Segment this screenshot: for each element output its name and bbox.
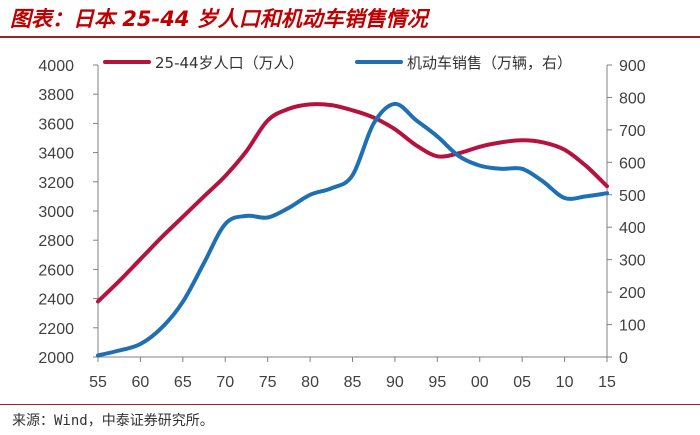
- x-tick-label: 60: [132, 374, 150, 391]
- population-series-line: [96, 102, 609, 304]
- left-tick-label: 2800: [38, 233, 74, 250]
- left-axis-ticks: 2000 2200 2400 2600 2800 3000 3200 3400 3600 3800…: [38, 58, 98, 367]
- x-tick-label: 85: [344, 374, 362, 391]
- title-divider: [0, 36, 700, 38]
- x-tick-label: 55: [89, 374, 107, 391]
- vehicle-sales-series-line: [96, 101, 609, 358]
- line-chart: 2000220024002600280030003200340036003800…: [38, 54, 646, 391]
- left-tick-label: 3600: [38, 116, 74, 133]
- left-tick-label: 3200: [38, 175, 74, 192]
- x-tick-label: 10: [556, 374, 574, 391]
- left-tick-label: 3400: [38, 146, 74, 163]
- series-lines: [96, 101, 609, 358]
- source-note: 来源：Wind，中泰证券研究所。: [12, 413, 214, 429]
- left-tick-label: 3800: [38, 87, 74, 104]
- right-tick-label: 300: [619, 253, 646, 270]
- x-tick-label: 80: [301, 374, 319, 391]
- right-tick-label: 900: [619, 58, 646, 75]
- left-tick-label: 2600: [38, 262, 74, 279]
- x-tick-label: 05: [513, 374, 531, 391]
- x-tick-label: 65: [174, 374, 192, 391]
- page-title: 图表：日本 25-44 岁人口和机动车销售情况: [10, 7, 428, 31]
- footer-divider: [0, 404, 700, 405]
- left-tick-label: 3000: [38, 204, 74, 221]
- left-tick-label: 2200: [38, 321, 74, 338]
- x-tick-label: 95: [428, 374, 446, 391]
- right-tick-label: 100: [619, 318, 646, 335]
- right-tick-label: 400: [619, 220, 646, 237]
- right-axis-ticks: 0 100 200 300 400 500 600 700 800 900: [607, 58, 646, 367]
- legend-label: 25-44岁人口（万人）: [155, 54, 304, 72]
- left-tick-label: 2400: [38, 292, 74, 309]
- x-tick-label: 00: [471, 374, 489, 391]
- left-tick-label: 2000: [38, 350, 74, 367]
- x-tick-label: 15: [598, 374, 616, 391]
- right-tick-label: 700: [619, 123, 646, 140]
- legend-label: 机动车销售（万辆，右）: [407, 54, 572, 72]
- x-tick-label: 90: [386, 374, 404, 391]
- x-tick-label: 70: [216, 374, 234, 391]
- x-tick-label: 75: [259, 374, 277, 391]
- right-tick-label: 800: [619, 90, 646, 107]
- right-tick-label: 200: [619, 285, 646, 302]
- x-axis-ticks: 55 60 65 70 75 80 85 90 95 00 05 10 15: [89, 357, 616, 391]
- right-tick-label: 0: [619, 350, 628, 367]
- right-tick-label: 500: [619, 188, 646, 205]
- right-tick-label: 600: [619, 155, 646, 172]
- chart-legend: 25-44岁人口（万人） 机动车销售（万辆，右）: [103, 54, 572, 72]
- left-tick-label: 4000: [38, 58, 74, 75]
